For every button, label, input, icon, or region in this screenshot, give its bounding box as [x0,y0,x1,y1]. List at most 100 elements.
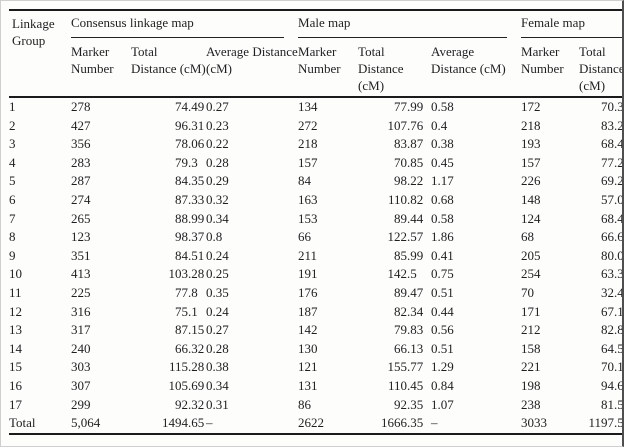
fraction-part: .15 [188,322,205,338]
value-cell: 171 [521,303,541,319]
row-label-cell: 2 [9,117,16,133]
value-cell: 87.33 [131,191,206,210]
value-cell: 79.3 [131,154,206,173]
group-header-male: Male map [298,10,521,38]
value-cell: 193 [521,136,541,152]
value-cell: 70.32 [579,97,622,117]
value-cell: 0.8 [206,229,223,245]
value-cell: 0.24 [206,303,229,319]
fraction-part: .25 [614,117,624,133]
fraction-part: .51 [188,247,205,263]
fraction-part: .47 [614,210,624,226]
fraction-part: .26 [614,154,624,170]
row-label-cell: 14 [9,340,22,356]
fraction-part: .44 [407,210,424,226]
fraction-part: .57 [407,229,424,245]
value-cell: 218 [521,117,541,133]
value-cell: 0.4 [431,117,448,133]
value-cell: 155.77 [358,358,431,377]
value-cell: 94.69 [579,377,624,396]
group-header-row: Linkage Group Consensus linkage map Male… [9,10,622,98]
integer-part: 122 [387,229,408,245]
value-cell: 0.58 [431,99,454,114]
value-cell: 70 [521,284,535,300]
fraction-part: .99 [407,99,424,114]
integer-part: 155 [387,359,408,375]
integer-part: 98 [394,173,408,189]
value-cell: 158 [521,340,541,356]
value-cell: 299 [71,396,91,412]
integer-part: 87 [175,322,188,338]
value-cell: – [431,415,438,431]
col-header-consensus-total-distance: Total Distance (cM) [131,38,206,98]
fraction-part: .19 [614,303,624,319]
integer-part: 70 [601,359,615,375]
value-cell: 153 [298,210,318,226]
fraction-part: .76 [407,117,424,133]
value-cell: 79.83 [358,321,431,340]
integer-part: 64 [601,340,615,356]
value-cell: 121 [298,359,318,375]
value-cell: 1.07 [431,396,454,412]
fraction-part: .69 [614,377,624,393]
integer-part: 75 [175,303,188,319]
group-header-consensus-label: Consensus linkage map [71,15,285,38]
integer-part: 81 [601,396,615,412]
integer-part: 89 [394,284,408,300]
integer-part: 110 [388,377,408,393]
value-cell: 105.69 [131,377,206,396]
value-cell: 212 [521,322,541,338]
value-cell: 0.23 [206,117,229,133]
integer-part: 89 [394,210,408,226]
value-cell: 238 [521,396,541,412]
col-header-consensus-marker-number: Marker Number [71,38,131,98]
integer-part: 103 [168,266,189,282]
row-label-cell: 3 [9,136,16,152]
value-cell: 2622 [298,415,325,431]
value-cell: 0.75 [431,266,454,282]
value-cell: 67.19 [579,303,624,322]
value-cell: 74.49 [131,97,206,117]
value-cell: 0.38 [431,136,454,152]
integer-part: 74 [175,99,188,114]
value-cell: 75.1 [131,303,206,322]
value-cell: 187 [298,303,318,319]
value-cell: 0.28 [206,154,229,170]
value-cell: 68.45 [579,135,622,154]
fraction-part: .65 [188,415,205,431]
integer-part: 69 [601,173,615,189]
fraction-part: .69 [188,377,205,393]
fraction-part: .34 [407,303,424,319]
value-cell: 148 [521,191,541,207]
fraction-part: .59 [614,340,624,356]
value-cell: 0.68 [431,191,454,207]
fraction-part: .2 [614,173,624,189]
linkage-map-table: Linkage Group Consensus linkage map Male… [9,9,624,435]
value-cell: 1.86 [431,229,454,245]
value-cell: 69.2 [579,172,624,191]
value-cell: 0.25 [206,266,229,282]
value-cell: 205 [521,247,541,263]
integer-part: 88 [175,210,188,226]
fraction-part: .49 [188,99,205,114]
fraction-part: .08 [614,247,624,263]
value-cell: 64.59 [579,340,624,359]
value-cell: 157 [298,154,318,170]
value-cell: 85.99 [358,247,431,266]
col-header-male-total-distance: Total Distance (cM) [358,38,432,98]
value-cell: 134 [298,99,318,114]
fraction-part: .85 [407,154,424,170]
value-cell: 103.28 [131,265,206,284]
value-cell: 3033 [521,415,548,431]
fraction-part: .02 [614,191,624,207]
group-header-female-label: Female map [521,15,622,38]
value-cell: 211 [298,247,318,263]
value-cell: 272 [298,117,318,133]
value-cell: 316 [71,303,91,319]
